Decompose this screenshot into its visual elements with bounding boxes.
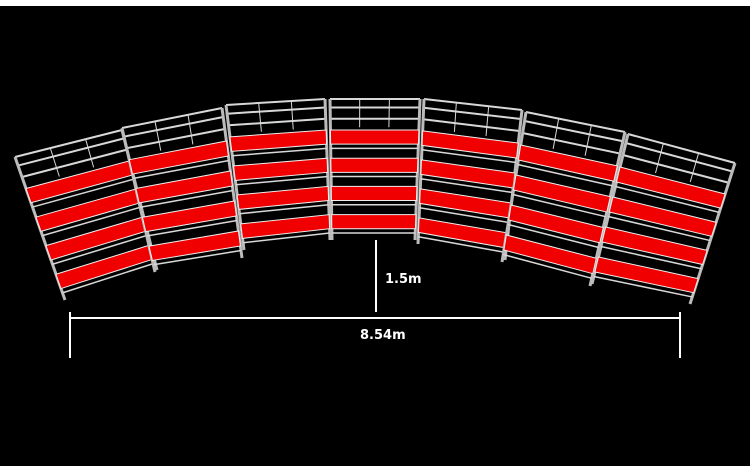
railing-post <box>689 153 700 183</box>
riser-bar <box>62 262 156 294</box>
riser-bar <box>243 232 330 244</box>
railing-bar <box>14 129 123 158</box>
railing-bar <box>525 111 626 133</box>
riser-bar <box>232 147 327 157</box>
seat-plank <box>594 256 699 294</box>
railing-post <box>584 125 592 156</box>
riser-bar <box>419 207 510 224</box>
riser-bar <box>140 189 234 208</box>
seat-plank <box>608 196 717 237</box>
seat-plank <box>329 129 420 145</box>
railing-post <box>388 98 390 128</box>
seat-plank <box>148 230 241 262</box>
riser-bar <box>239 204 329 215</box>
railing-bar <box>522 132 621 155</box>
riser-bar <box>512 193 606 218</box>
riser-bar <box>421 149 517 164</box>
seat-plank <box>508 204 604 244</box>
railing-bar <box>524 120 624 143</box>
railing-bar <box>126 128 225 150</box>
riser-bar <box>146 219 238 237</box>
seat-plank <box>330 157 419 173</box>
riser-bar <box>593 275 693 298</box>
riser-bar <box>153 249 242 266</box>
seat-plank <box>135 170 233 204</box>
railing-bar <box>423 118 520 132</box>
railing-post <box>187 114 194 145</box>
riser-bar <box>507 223 599 249</box>
seat-plank <box>503 234 597 275</box>
seat-plank <box>517 144 618 182</box>
railing-bar <box>123 116 224 138</box>
railing-post <box>453 102 457 132</box>
riser-bar <box>608 215 711 242</box>
riser-bar <box>52 234 149 265</box>
railing-bar <box>121 107 223 129</box>
seat-plank <box>512 174 611 213</box>
railing-bar <box>423 98 523 111</box>
railing-bar <box>17 137 125 167</box>
railing-post <box>485 106 490 136</box>
railing-bar <box>225 98 326 106</box>
railing-bar <box>625 142 733 173</box>
railing-bar <box>627 133 736 164</box>
seat-plank <box>615 166 726 209</box>
railing-post <box>290 101 294 130</box>
seat-plank <box>236 185 330 210</box>
railing-post <box>655 143 664 174</box>
railing-post <box>552 118 560 149</box>
railing-post <box>85 139 95 168</box>
riser-bar <box>615 185 720 214</box>
seat-plank <box>421 130 519 159</box>
riser-bar <box>133 159 230 180</box>
riser-bar <box>42 206 142 237</box>
riser-bar <box>600 245 702 270</box>
riser-bar <box>503 253 592 280</box>
riser-bar <box>517 163 613 187</box>
seat-plank <box>229 129 328 152</box>
seat-plank <box>331 214 417 230</box>
railing-bar <box>228 117 326 127</box>
riser-bar <box>420 178 513 194</box>
seat-plank <box>330 185 418 202</box>
seat-plank <box>601 226 708 266</box>
riser-bar <box>418 236 506 254</box>
railing-bar <box>622 154 729 184</box>
railing-post <box>49 147 60 177</box>
riser-bar <box>235 175 328 186</box>
railing-bar <box>227 106 326 115</box>
railing-post <box>154 121 162 151</box>
railing-bar <box>423 106 522 120</box>
width-label: 8.54m <box>360 328 406 343</box>
height-label: 1.5m <box>385 272 422 287</box>
seat-plank <box>141 200 237 233</box>
seat-plank <box>128 140 229 175</box>
riser-bar <box>32 178 135 208</box>
railing-post <box>258 102 262 132</box>
seat-plank <box>240 214 331 239</box>
seat-plank <box>232 157 329 181</box>
railing-bar <box>21 148 128 178</box>
